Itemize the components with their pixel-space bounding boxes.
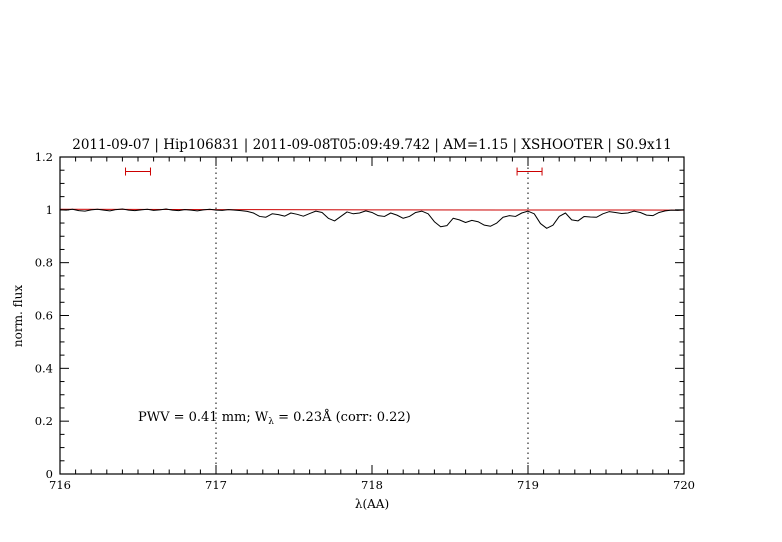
band-range-markers (125, 167, 543, 176)
pwv-annotation-pre: PWV = 0.41 mm; W (138, 410, 269, 425)
x-tick-label: 718 (361, 478, 383, 492)
y-tick-label: 0 (46, 467, 53, 481)
pwv-annotation-sub: λ (268, 417, 274, 427)
axis-tick-labels: 716 717 718 719 720 0 0.2 0.4 0.6 0.8 1 1.2 (35, 150, 695, 492)
axis-ticks (59, 156, 685, 475)
y-axis-label: norm. flux (11, 285, 25, 347)
x-tick-label: 719 (517, 478, 539, 492)
x-axis-label: λ(AA) (355, 497, 389, 511)
x-tick-label: 717 (205, 478, 227, 492)
y-tick-label: 1 (46, 203, 53, 217)
series-observed-spectrum (59, 208, 685, 229)
y-tick-label: 0.8 (35, 256, 53, 270)
pwv-annotation-post: = 0.23Å (corr: 0.22) (274, 409, 411, 425)
y-tick-label: 0.4 (35, 361, 53, 375)
y-tick-label: 1.2 (35, 150, 53, 164)
dotted-guide-lines (215, 157, 529, 474)
y-tick-label: 0.6 (35, 309, 53, 323)
plot-series (59, 208, 685, 229)
y-tick-label: 0.2 (35, 414, 53, 428)
plot-title: 2011-09-07 | Hip106831 | 2011-09-08T05:0… (72, 137, 672, 153)
pwv-annotation: PWV = 0.41 mm; Wλ = 0.23Å (corr: 0.22) (138, 409, 411, 427)
x-tick-label: 716 (49, 478, 71, 492)
x-tick-label: 720 (673, 478, 695, 492)
plot-border (59, 156, 685, 475)
